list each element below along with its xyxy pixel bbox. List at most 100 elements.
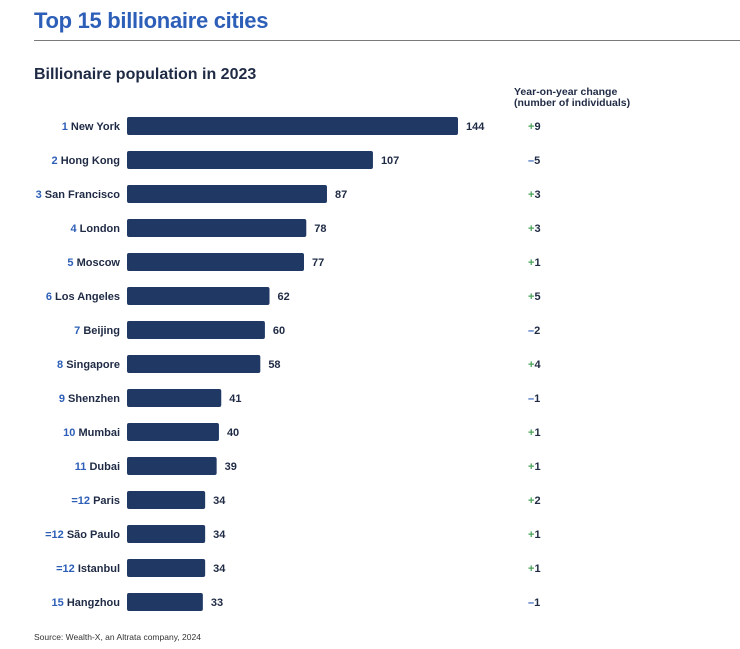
data-label: 144 (466, 121, 485, 133)
yoy-change-header-line2: (number of individuals) (514, 97, 631, 109)
bar (127, 491, 206, 509)
bar (127, 355, 261, 373)
bar-label: 9 Shenzhen (59, 393, 120, 405)
change-sign: + (528, 121, 534, 133)
data-label: 34 (213, 563, 226, 575)
change-value: 1 (534, 597, 540, 609)
page-title: Top 15 billionaire cities (34, 8, 269, 33)
data-label: 34 (213, 529, 226, 541)
city-label: Singapore (66, 359, 120, 371)
yoy-change-label: +1 (528, 529, 541, 541)
bar-label: 11 Dubai (75, 461, 120, 473)
rank-label: 6 (46, 291, 55, 303)
change-value: 4 (534, 359, 541, 371)
rank-label: 11 (75, 461, 90, 473)
bar (127, 151, 373, 169)
bar (127, 423, 219, 441)
data-label: 41 (229, 393, 241, 405)
change-value: 1 (534, 393, 540, 405)
bar-label: 8 Singapore (57, 359, 120, 371)
yoy-change-header: Year-on-year change (number of individua… (514, 87, 630, 109)
bar (127, 559, 206, 577)
bar-label: 4 London (70, 223, 120, 235)
city-label: New York (71, 121, 121, 133)
city-label: Hong Kong (61, 155, 120, 167)
city-label: Los Angeles (55, 291, 120, 303)
data-label: 77 (312, 257, 324, 269)
city-label: San Francisco (45, 189, 120, 201)
city-label: São Paulo (67, 529, 120, 541)
data-label: 58 (268, 359, 280, 371)
data-label: 60 (273, 325, 285, 337)
bar-label: 1 New York (62, 121, 121, 133)
rank-label: 8 (57, 359, 66, 371)
data-label: 40 (227, 427, 239, 439)
change-value: 1 (534, 563, 540, 575)
yoy-change-label: +3 (528, 189, 541, 201)
yoy-change-label: +1 (528, 461, 541, 473)
data-label: 107 (381, 155, 399, 167)
bar-label: 7 Beijing (74, 325, 120, 337)
bar (127, 117, 458, 135)
bar (127, 185, 327, 203)
bar-label: =12 Paris (71, 495, 120, 507)
change-sign: – (528, 393, 534, 405)
change-value: 5 (534, 155, 540, 167)
yoy-change-label: –5 (528, 155, 540, 167)
change-value: 1 (534, 427, 540, 439)
title-divider (34, 40, 740, 41)
yoy-change-label: +1 (528, 257, 541, 269)
city-label: Hangzhou (67, 597, 120, 609)
data-label: 33 (211, 597, 223, 609)
change-sign: + (528, 291, 534, 303)
yoy-change-label: +3 (528, 223, 541, 235)
change-value: 1 (534, 257, 540, 269)
rank-label: 15 (52, 597, 67, 609)
rank-label: 5 (67, 257, 76, 269)
change-sign: + (528, 427, 534, 439)
bar (127, 321, 265, 339)
yoy-change-label: –1 (528, 393, 540, 405)
change-sign: + (528, 359, 534, 371)
city-label: Istanbul (78, 563, 120, 575)
city-label: Dubai (89, 461, 120, 473)
yoy-change-label: +4 (528, 359, 541, 371)
bar-label: 15 Hangzhou (52, 597, 120, 609)
rank-label: 9 (59, 393, 68, 405)
change-value: 1 (534, 529, 540, 541)
city-label: Shenzhen (68, 393, 120, 405)
bar (127, 593, 203, 611)
bar-label: 10 Mumbai (63, 427, 120, 439)
data-label: 78 (314, 223, 326, 235)
city-label: London (80, 223, 121, 235)
data-label: 39 (225, 461, 237, 473)
yoy-change-label: +9 (528, 121, 541, 133)
change-value: 2 (534, 325, 540, 337)
change-sign: + (528, 495, 534, 507)
bar-label: 3 San Francisco (36, 189, 121, 201)
change-sign: + (528, 461, 534, 473)
rank-label: =12 (71, 495, 93, 507)
data-label: 87 (335, 189, 347, 201)
bar-label: 2 Hong Kong (52, 155, 120, 167)
yoy-change-label: –1 (528, 597, 540, 609)
rank-label: 3 (36, 189, 45, 201)
city-label: Paris (93, 495, 120, 507)
yoy-change-header-line1: Year-on-year change (514, 86, 618, 98)
yoy-change-label: +1 (528, 563, 541, 575)
change-sign: + (528, 223, 534, 235)
city-label: Beijing (83, 325, 120, 337)
rank-label: 2 (52, 155, 61, 167)
rank-label: 7 (74, 325, 83, 337)
yoy-change-label: +1 (528, 427, 541, 439)
city-label: Mumbai (78, 427, 120, 439)
bar (127, 457, 217, 475)
bar-label: 5 Moscow (67, 257, 120, 269)
data-label: 62 (278, 291, 290, 303)
change-sign: + (528, 529, 534, 541)
change-value: 9 (534, 121, 540, 133)
change-sign: + (528, 257, 534, 269)
rank-label: 10 (63, 427, 78, 439)
yoy-change-label: –2 (528, 325, 540, 337)
